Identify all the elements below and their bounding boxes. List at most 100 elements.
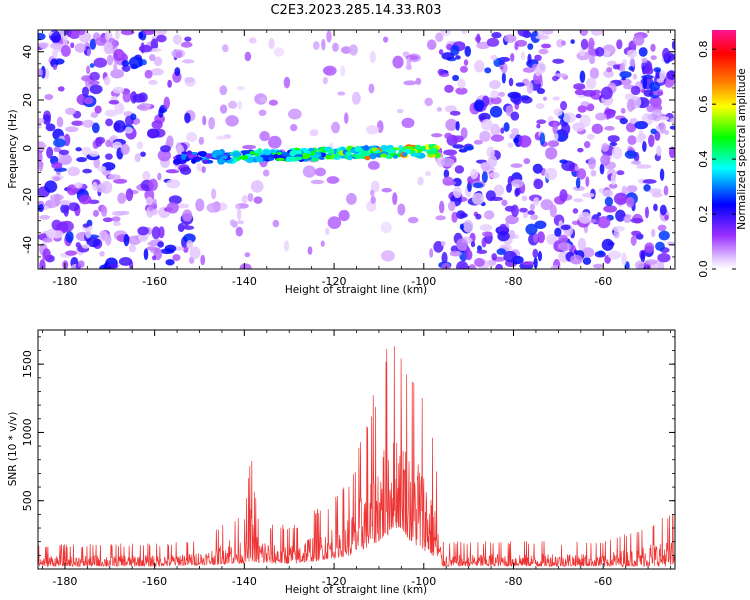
spectrogram-blob [517, 30, 530, 37]
spectrogram-blob [601, 142, 610, 152]
snr-panel: -180 -160 -140 -120 -100 -80 -60 500 1000 1500 H… [7, 329, 676, 596]
spectrogram-blob [597, 250, 605, 256]
spectrogram-blob [631, 230, 642, 236]
spectrogram-blob [437, 68, 445, 76]
spectrogram-track-blob [333, 156, 341, 160]
spectrogram-y-tick-label: 40 [21, 45, 34, 59]
spectrogram-track-blob [310, 151, 316, 156]
spectrogram-blob [558, 234, 569, 243]
spectrogram-blob [583, 141, 591, 149]
spectrogram-blob [258, 109, 267, 116]
spectrogram-blob [536, 119, 547, 125]
spectrogram-blob [331, 121, 341, 134]
spectrogram-blob [144, 69, 153, 79]
snr-y-label: SNR (10 * v/v) [7, 412, 19, 487]
spectrogram-track-blob [249, 150, 255, 155]
spectrogram-blob [128, 244, 137, 253]
spectrogram-track-blob [410, 152, 421, 157]
spectrogram-blob [659, 70, 666, 81]
spectrogram-blob [500, 127, 505, 134]
spectrogram-blob [461, 30, 468, 35]
spectrogram-blob [641, 57, 648, 63]
spectrogram-blob [550, 265, 561, 269]
spectrogram-blob [481, 231, 493, 237]
snr-y-tick-label: 1000 [21, 418, 34, 446]
spectrogram-blob [539, 132, 546, 146]
spectrogram-blob [67, 166, 80, 177]
spectrogram-panel: -180 -160 -140 -120 -100 -80 -60 -40 -20 0 20 40 H… [7, 29, 676, 296]
spectrogram-blob [268, 99, 279, 106]
spectrogram-blob [445, 118, 458, 131]
spectrogram-blob [325, 227, 330, 235]
spectrogram-blob [175, 50, 183, 59]
spectrogram-blob [39, 215, 51, 220]
spectrogram-blob [463, 219, 474, 233]
spectrogram-blob [476, 41, 491, 50]
spectrogram-blob [444, 84, 454, 93]
spectrogram-blob [638, 164, 652, 169]
spectrogram-blob [115, 30, 120, 40]
spectrogram-blob [624, 150, 637, 159]
spectrogram-blob [117, 192, 127, 204]
spectrogram-blob [493, 184, 505, 197]
spectrogram-blob [474, 59, 485, 73]
spectrogram-blob [302, 165, 316, 178]
spectrogram-blob [643, 184, 651, 192]
spectrogram-x-label: Height of straight line (km) [285, 284, 427, 296]
spectrogram-blob [519, 207, 528, 213]
spectrogram-blob [49, 230, 64, 239]
spectrogram-blob [483, 210, 495, 220]
spectrogram-blob [268, 37, 275, 50]
spectrogram-track-blob [202, 159, 209, 164]
spectrogram-track-blob [198, 150, 208, 157]
spectrogram-blob [54, 193, 61, 207]
spectrogram-blob [630, 85, 641, 96]
snr-x-tick-label: -180 [52, 575, 77, 588]
spectrogram-blob [396, 108, 404, 114]
spectrogram-blob [535, 34, 550, 40]
spectrogram-x-tick-label: -60 [594, 275, 612, 288]
spectrogram-blob [370, 196, 376, 205]
spectrogram-blob [540, 199, 554, 211]
spectrogram-blob [638, 47, 648, 57]
spectrogram-blob [206, 202, 221, 213]
spectrogram-blob [425, 170, 431, 177]
spectrogram-blob [553, 108, 563, 117]
spectrogram-blob [557, 241, 572, 252]
spectrogram-signal-track [173, 143, 441, 165]
spectrogram-blob [534, 54, 542, 62]
spectrogram-blob [484, 67, 492, 74]
spectrogram-blob [38, 161, 44, 168]
spectrogram-blob [490, 123, 501, 137]
spectrogram-blob [52, 176, 61, 182]
spectrogram-track-blob [173, 158, 182, 165]
spectrogram-blob [52, 64, 58, 71]
spectrogram-blob [78, 194, 92, 205]
spectrogram-blob [86, 48, 91, 57]
spectrogram-blob [401, 117, 415, 128]
spectrogram-y-tick-label: 0 [21, 145, 34, 152]
spectrogram-blob [490, 90, 499, 99]
spectrogram-blob [644, 206, 649, 219]
spectrogram-blob [337, 91, 346, 96]
spectrogram-blob [573, 198, 584, 203]
spectrogram-blob [39, 259, 46, 269]
spectrogram-blob [625, 122, 637, 133]
spectrogram-blob [517, 135, 532, 148]
snr-x-tick-label: -160 [142, 575, 167, 588]
spectrogram-blob [498, 91, 505, 97]
spectrogram-blob [666, 70, 675, 81]
spectrogram-blob [645, 259, 658, 265]
spectrogram-blob [184, 36, 192, 42]
spectrogram-blob [562, 112, 576, 124]
spectrogram-blob [150, 68, 164, 76]
spectrogram-track-blob [362, 145, 370, 151]
spectrogram-track-blob [294, 156, 303, 161]
spectrogram-blob [441, 52, 455, 60]
spectrogram-blob [573, 83, 586, 90]
spectrogram-blob [121, 53, 128, 62]
spectrogram-blob [532, 163, 543, 174]
spectrogram-blob [579, 30, 589, 37]
spectrogram-blob [606, 66, 613, 73]
spectrogram-blob [552, 96, 561, 101]
